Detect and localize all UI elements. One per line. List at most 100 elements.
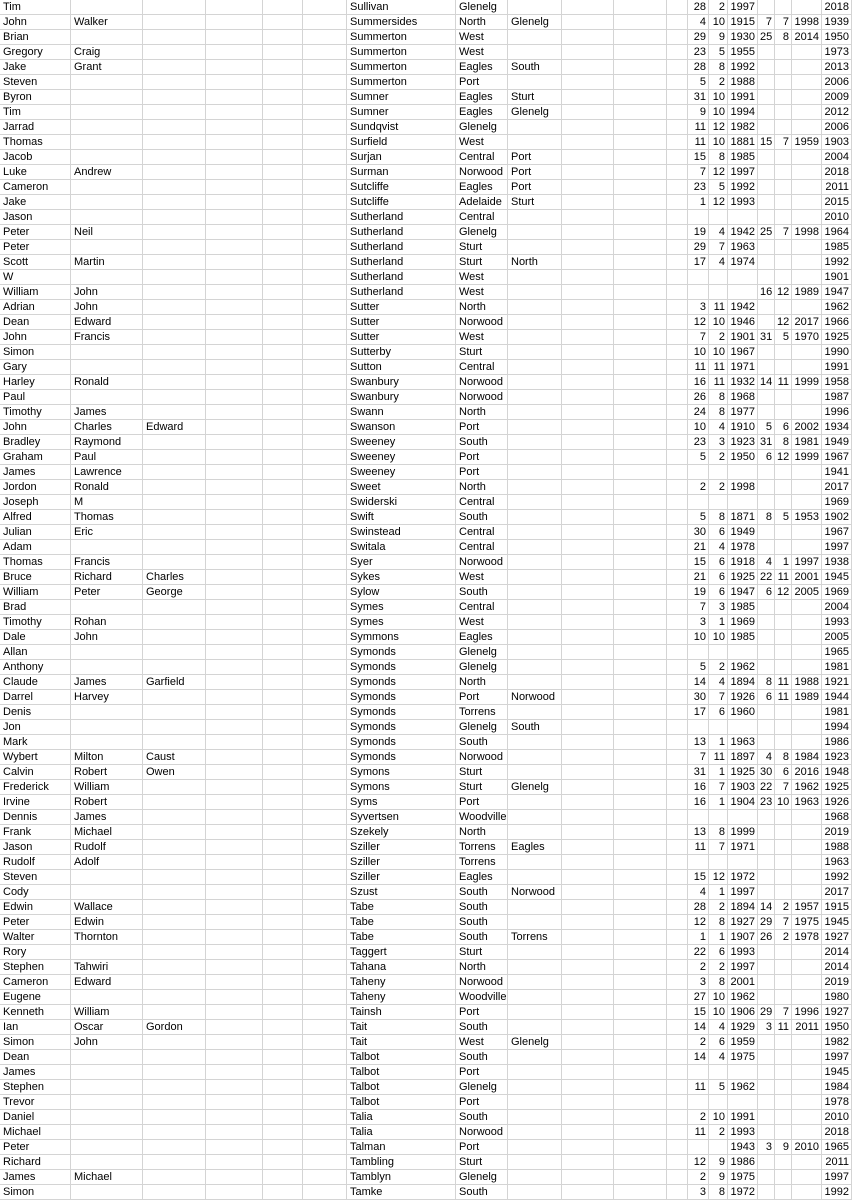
third-name-cell[interactable] — [143, 195, 206, 210]
death-month-cell[interactable]: 12 — [775, 315, 792, 330]
empty-cell[interactable] — [667, 405, 688, 420]
third-name-cell[interactable] — [143, 735, 206, 750]
death-day-cell[interactable]: 15 — [758, 135, 775, 150]
club-cell[interactable]: West — [456, 270, 508, 285]
empty-cell[interactable] — [263, 960, 303, 975]
middle-name-cell[interactable] — [71, 735, 143, 750]
birth-month-cell[interactable]: 12 — [709, 195, 728, 210]
birth-day-cell[interactable]: 15 — [688, 1005, 709, 1020]
death-day-cell[interactable]: 29 — [758, 915, 775, 930]
death-year-cell[interactable]: 1989 — [792, 285, 822, 300]
birth-day-cell[interactable]: 1 — [688, 930, 709, 945]
surname-cell[interactable]: Tamke — [347, 1185, 456, 1200]
empty-cell[interactable] — [303, 315, 347, 330]
third-name-cell[interactable] — [143, 1185, 206, 1200]
birth-month-cell[interactable] — [709, 210, 728, 225]
empty-cell[interactable] — [562, 390, 614, 405]
birth-year-cell[interactable]: 1974 — [728, 255, 758, 270]
birth-day-cell[interactable]: 17 — [688, 255, 709, 270]
third-name-cell[interactable] — [143, 120, 206, 135]
empty-cell[interactable] — [263, 510, 303, 525]
first-name-cell[interactable]: Byron — [0, 90, 71, 105]
first-name-cell[interactable]: Stephen — [0, 960, 71, 975]
death-year-cell[interactable]: 1998 — [792, 15, 822, 30]
death-day-cell[interactable] — [758, 315, 775, 330]
death-year-cell[interactable]: 2002 — [792, 420, 822, 435]
empty-cell[interactable] — [206, 975, 263, 990]
empty-cell[interactable] — [303, 1050, 347, 1065]
birth-month-cell[interactable]: 1 — [709, 765, 728, 780]
third-name-cell[interactable] — [143, 345, 206, 360]
empty-cell[interactable] — [303, 90, 347, 105]
death-day-cell[interactable] — [758, 0, 775, 15]
death-day-cell[interactable] — [758, 720, 775, 735]
birth-day-cell[interactable]: 19 — [688, 225, 709, 240]
death-day-cell[interactable]: 6 — [758, 450, 775, 465]
empty-cell[interactable] — [614, 420, 667, 435]
death-day-cell[interactable] — [758, 885, 775, 900]
year-cell[interactable]: 2011 — [822, 180, 852, 195]
year-cell[interactable]: 1969 — [822, 495, 852, 510]
empty-cell[interactable] — [263, 225, 303, 240]
empty-cell[interactable] — [562, 360, 614, 375]
first-name-cell[interactable]: Calvin — [0, 765, 71, 780]
empty-cell[interactable] — [562, 480, 614, 495]
death-year-cell[interactable]: 2005 — [792, 585, 822, 600]
birth-day-cell[interactable]: 13 — [688, 825, 709, 840]
empty-cell[interactable] — [303, 225, 347, 240]
empty-cell[interactable] — [263, 1110, 303, 1125]
empty-cell[interactable] — [263, 90, 303, 105]
first-name-cell[interactable]: Mark — [0, 735, 71, 750]
death-day-cell[interactable] — [758, 1170, 775, 1185]
death-month-cell[interactable]: 7 — [775, 135, 792, 150]
death-year-cell[interactable] — [792, 615, 822, 630]
death-month-cell[interactable] — [775, 1050, 792, 1065]
empty-cell[interactable] — [614, 60, 667, 75]
year-cell[interactable]: 1962 — [822, 300, 852, 315]
middle-name-cell[interactable] — [71, 0, 143, 15]
year-cell[interactable]: 1986 — [822, 735, 852, 750]
club-cell[interactable]: Central — [456, 360, 508, 375]
empty-cell[interactable] — [263, 165, 303, 180]
empty-cell[interactable] — [263, 630, 303, 645]
birth-year-cell[interactable] — [728, 285, 758, 300]
empty-cell[interactable] — [206, 900, 263, 915]
surname-cell[interactable]: Sundqvist — [347, 120, 456, 135]
empty-cell[interactable] — [303, 120, 347, 135]
birth-month-cell[interactable]: 2 — [709, 0, 728, 15]
birth-month-cell[interactable]: 1 — [709, 795, 728, 810]
year-cell[interactable]: 1981 — [822, 660, 852, 675]
empty-cell[interactable] — [206, 15, 263, 30]
club-cell[interactable]: North — [456, 480, 508, 495]
third-name-cell[interactable] — [143, 645, 206, 660]
empty-cell[interactable] — [206, 825, 263, 840]
empty-cell[interactable] — [206, 525, 263, 540]
empty-cell[interactable] — [614, 75, 667, 90]
death-day-cell[interactable] — [758, 345, 775, 360]
first-name-cell[interactable]: Wybert — [0, 750, 71, 765]
death-year-cell[interactable] — [792, 705, 822, 720]
empty-cell[interactable] — [614, 975, 667, 990]
empty-cell[interactable] — [562, 1020, 614, 1035]
death-day-cell[interactable] — [758, 1125, 775, 1140]
empty-cell[interactable] — [263, 810, 303, 825]
birth-day-cell[interactable]: 16 — [688, 795, 709, 810]
empty-cell[interactable] — [303, 525, 347, 540]
middle-name-cell[interactable]: John — [71, 630, 143, 645]
club-cell[interactable]: Central — [456, 210, 508, 225]
empty-cell[interactable] — [206, 720, 263, 735]
middle-name-cell[interactable]: Edwin — [71, 915, 143, 930]
empty-cell[interactable] — [303, 360, 347, 375]
death-day-cell[interactable] — [758, 240, 775, 255]
third-name-cell[interactable]: George — [143, 585, 206, 600]
death-year-cell[interactable] — [792, 990, 822, 1005]
birth-year-cell[interactable] — [728, 495, 758, 510]
club-cell[interactable]: Sturt — [456, 765, 508, 780]
year-cell[interactable]: 2006 — [822, 75, 852, 90]
club-2-cell[interactable] — [508, 495, 562, 510]
empty-cell[interactable] — [206, 1020, 263, 1035]
death-day-cell[interactable] — [758, 705, 775, 720]
birth-month-cell[interactable]: 7 — [709, 840, 728, 855]
empty-cell[interactable] — [303, 705, 347, 720]
empty-cell[interactable] — [206, 1065, 263, 1080]
